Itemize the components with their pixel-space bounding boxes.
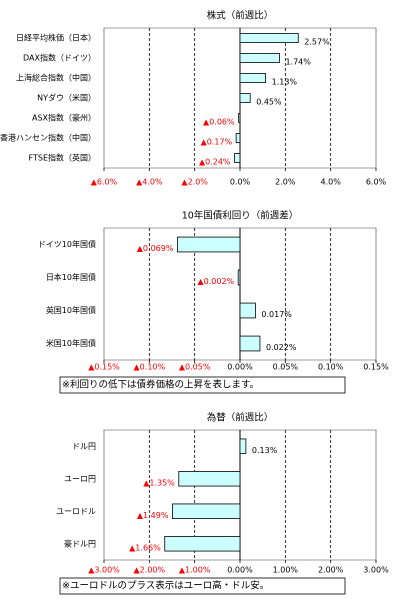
bar	[239, 302, 256, 319]
x-tick-label: ▲1.00%	[179, 566, 211, 575]
chart-title: 10年国債利回り（前週差）	[182, 210, 299, 222]
category-label: ユーロドル	[56, 507, 96, 516]
category-label: NYダウ（米国）	[37, 93, 96, 103]
value-label: 0.017%	[261, 310, 292, 319]
x-tick-label: 0.10%	[318, 363, 344, 372]
category-label: ASX指数（豪州）	[32, 113, 96, 123]
category-label: 日本10年国債	[46, 272, 96, 282]
category-label: ドイツ10年国債	[38, 239, 96, 249]
bar	[177, 236, 241, 253]
bar	[239, 93, 251, 103]
bar	[172, 503, 241, 519]
x-tick-label: 0.15%	[363, 363, 389, 372]
x-tick-label: ▲2.00%	[134, 566, 166, 575]
x-tick-label: 0.00%	[227, 566, 253, 575]
bar	[239, 335, 261, 352]
x-tick-label: 2.00%	[318, 566, 344, 575]
x-tick-label: 6.0%	[366, 178, 387, 187]
x-tick-label: 4.0%	[321, 178, 342, 187]
bar	[238, 113, 241, 123]
category-label: 米国10年国債	[46, 338, 96, 348]
x-tick-label: 2.0%	[275, 178, 296, 187]
bar	[239, 73, 267, 83]
bar	[235, 133, 241, 143]
x-tick-label: ▲2.0%	[181, 178, 208, 187]
value-label: ▲0.17%	[201, 138, 233, 147]
x-tick-label: ▲0.10%	[134, 363, 166, 372]
category-label: 上海総合指数（中国）	[16, 73, 96, 83]
bar	[239, 438, 247, 454]
value-label: 0.022%	[266, 343, 297, 352]
x-tick-label: ▲4.0%	[136, 178, 163, 187]
bar	[164, 536, 241, 552]
note: ※利回りの低下は債券価格の上昇を表します。	[62, 379, 259, 391]
value-label: 1.74%	[285, 58, 311, 67]
value-label: 0.13%	[252, 446, 278, 455]
value-label: 1.13%	[272, 78, 298, 87]
bar	[239, 53, 280, 63]
category-label: ユーロ円	[64, 474, 96, 483]
x-tick-label: ▲0.05%	[179, 363, 211, 372]
value-label: ▲0.002%	[198, 277, 235, 286]
value-label: ▲0.069%	[137, 244, 174, 253]
x-tick-label: 0.0%	[230, 178, 251, 187]
chart-title: 為替（前週比）	[207, 412, 274, 424]
bar	[237, 269, 241, 286]
chart-title: 株式（前週比）	[207, 10, 274, 22]
category-label: FTSE指数（英国）	[29, 153, 96, 163]
value-label: ▲0.24%	[199, 158, 231, 167]
x-tick-label: ▲3.00%	[88, 566, 120, 575]
x-tick-label: 0.00%	[227, 363, 253, 372]
value-label: ▲0.06%	[203, 118, 235, 127]
value-label: ▲1.49%	[137, 511, 169, 520]
x-tick-label: 3.00%	[363, 566, 389, 575]
bar	[234, 153, 241, 163]
note-box	[59, 376, 346, 394]
x-tick-label: 0.05%	[273, 363, 299, 372]
x-tick-label: 1.00%	[273, 566, 299, 575]
bar	[178, 471, 241, 487]
note-box	[59, 577, 346, 595]
bar	[239, 33, 299, 43]
value-label: ▲1.66%	[129, 543, 161, 552]
x-tick-label: ▲0.15%	[88, 363, 120, 372]
category-label: 豪ドル円	[64, 538, 96, 548]
note: ※ユーロドルのプラス表示はユーロ高・ドル安。	[62, 580, 269, 592]
category-label: DAX指数（ドイツ）	[23, 53, 96, 63]
category-label: 英国10年国債	[46, 305, 96, 315]
category-label: 香港ハンセン指数（中国）	[0, 133, 96, 143]
value-label: ▲1.35%	[143, 478, 175, 487]
category-label: 日経平均株価（日本）	[16, 33, 96, 43]
value-label: 0.45%	[256, 98, 282, 107]
x-tick-label: ▲6.0%	[91, 178, 118, 187]
category-label: ドル円	[72, 442, 96, 451]
value-label: 2.57%	[304, 38, 330, 47]
